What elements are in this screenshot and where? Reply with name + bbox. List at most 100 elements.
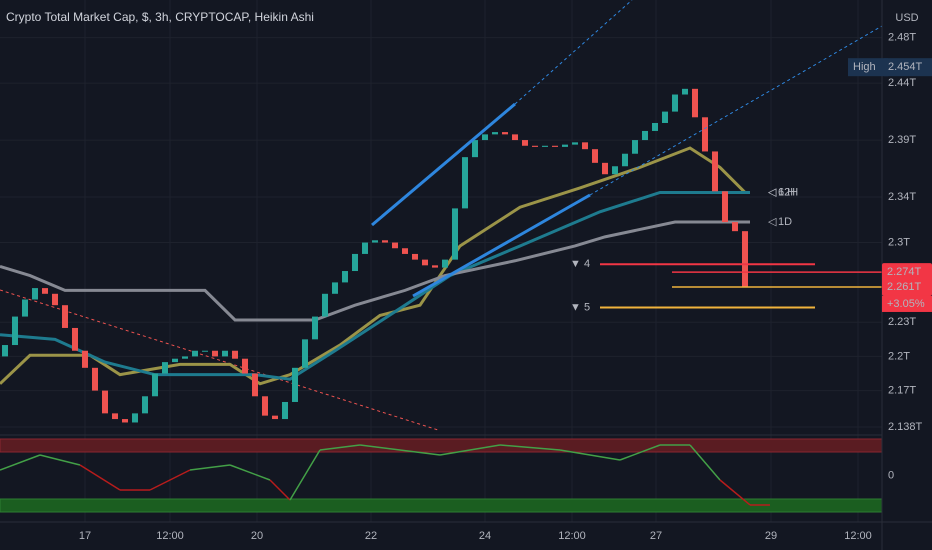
y-tick-label: 2.48T xyxy=(888,31,916,43)
legend-label: 6 H xyxy=(778,186,795,198)
candle xyxy=(632,140,638,154)
candle xyxy=(552,145,558,147)
chart-title: Crypto Total Market Cap, $, 3h, CRYPTOCA… xyxy=(6,10,314,24)
oscillator-line xyxy=(559,449,621,461)
candle xyxy=(582,142,588,150)
candle xyxy=(542,145,548,147)
price-label-box xyxy=(882,263,932,282)
plot-area: 6 H◁ 12H◁1D◁▼ 4▼ 5 xyxy=(0,88,882,506)
y-tick-label: 2.2T xyxy=(888,350,910,362)
trend-line xyxy=(412,193,591,298)
change-label: +3.05% xyxy=(887,298,925,310)
oscillator-line xyxy=(0,454,41,471)
x-tick-label: 12:00 xyxy=(156,530,184,542)
candle xyxy=(622,153,628,167)
x-tick-label: 17 xyxy=(79,530,91,542)
candle xyxy=(102,390,108,414)
oscillator-line xyxy=(689,444,721,481)
x-tick-label: 20 xyxy=(251,530,263,542)
candle xyxy=(82,350,88,368)
x-tick-label: 22 xyxy=(365,530,377,542)
candle xyxy=(132,413,138,423)
oscillator-tick-label: 0 xyxy=(888,469,894,481)
candle xyxy=(172,358,178,363)
candle xyxy=(252,373,258,397)
x-tick-label: 12:00 xyxy=(558,530,586,542)
oscillator-line xyxy=(719,479,751,506)
axis: 2.48T 2.44T 2.39T 2.34T 2.3T 2.23T 2.2T 2.17T 2.… xyxy=(79,31,932,542)
candle xyxy=(742,231,748,287)
candle xyxy=(92,367,98,391)
y-tick-label: 2.23T xyxy=(888,316,916,328)
legend-marker: ◁ xyxy=(768,186,777,198)
high-value: 2.454T xyxy=(888,61,923,73)
oversold-band xyxy=(0,498,883,513)
candle xyxy=(112,413,118,420)
candle xyxy=(562,144,568,147)
y-tick-label: 2.44T xyxy=(888,77,916,89)
candle xyxy=(422,259,428,266)
candle xyxy=(402,248,408,254)
indicator-line xyxy=(0,190,750,381)
candle xyxy=(122,419,128,423)
overbought-band xyxy=(0,438,883,453)
legend-label: 1D xyxy=(778,216,792,228)
price-label: 2.274T xyxy=(887,266,922,278)
candle xyxy=(232,350,238,359)
candle xyxy=(532,145,538,147)
indicator-line xyxy=(0,220,750,322)
candle xyxy=(242,358,248,374)
legend-label: 12H xyxy=(778,186,798,198)
candle xyxy=(292,367,298,402)
candle xyxy=(212,350,218,357)
price-label: 2.261T xyxy=(887,281,922,293)
oscillator-line xyxy=(39,454,81,466)
alert-label: ▼ 5 xyxy=(570,301,590,313)
candle xyxy=(472,140,478,158)
candle xyxy=(482,134,488,141)
legend-marker: ◁ xyxy=(768,186,777,198)
candle xyxy=(222,350,228,357)
x-tick-label: 24 xyxy=(479,530,491,542)
candle xyxy=(72,327,78,351)
y-tick-label: 2.34T xyxy=(888,191,916,203)
y-tick-label: 2.39T xyxy=(888,134,916,146)
candle xyxy=(682,88,688,95)
currency: USD xyxy=(895,12,918,24)
candle xyxy=(12,316,18,346)
candle xyxy=(652,122,658,131)
oscillator-line xyxy=(229,464,271,481)
candle xyxy=(512,134,518,141)
candle xyxy=(662,111,668,123)
oscillator-line xyxy=(189,464,231,471)
trend-line-dashed xyxy=(0,289,439,431)
x-tick-label: 27 xyxy=(650,530,662,542)
candle xyxy=(392,242,398,249)
indicator-line xyxy=(0,146,747,386)
candle xyxy=(452,208,458,260)
legend-marker: ◁ xyxy=(768,216,777,228)
oscillator-line xyxy=(289,449,321,501)
candle xyxy=(522,140,528,146)
candle xyxy=(282,401,288,420)
candle xyxy=(192,350,198,357)
oscillator-line xyxy=(149,469,191,491)
candle xyxy=(382,240,388,243)
candle xyxy=(152,373,158,397)
candle xyxy=(702,117,708,152)
x-tick-label: 29 xyxy=(765,530,777,542)
y-tick-label: 2.17T xyxy=(888,384,916,396)
candle xyxy=(182,356,188,359)
candle xyxy=(492,132,498,135)
high-label: High xyxy=(853,61,876,73)
trend-line xyxy=(371,102,516,227)
candle xyxy=(332,282,338,294)
high-label-box xyxy=(848,58,888,77)
candle xyxy=(722,191,728,223)
candle xyxy=(672,94,678,112)
candle xyxy=(342,271,348,283)
candle xyxy=(372,240,378,243)
candle xyxy=(312,316,318,340)
y-tick-label: 2.138T xyxy=(888,421,923,433)
candle xyxy=(592,149,598,163)
